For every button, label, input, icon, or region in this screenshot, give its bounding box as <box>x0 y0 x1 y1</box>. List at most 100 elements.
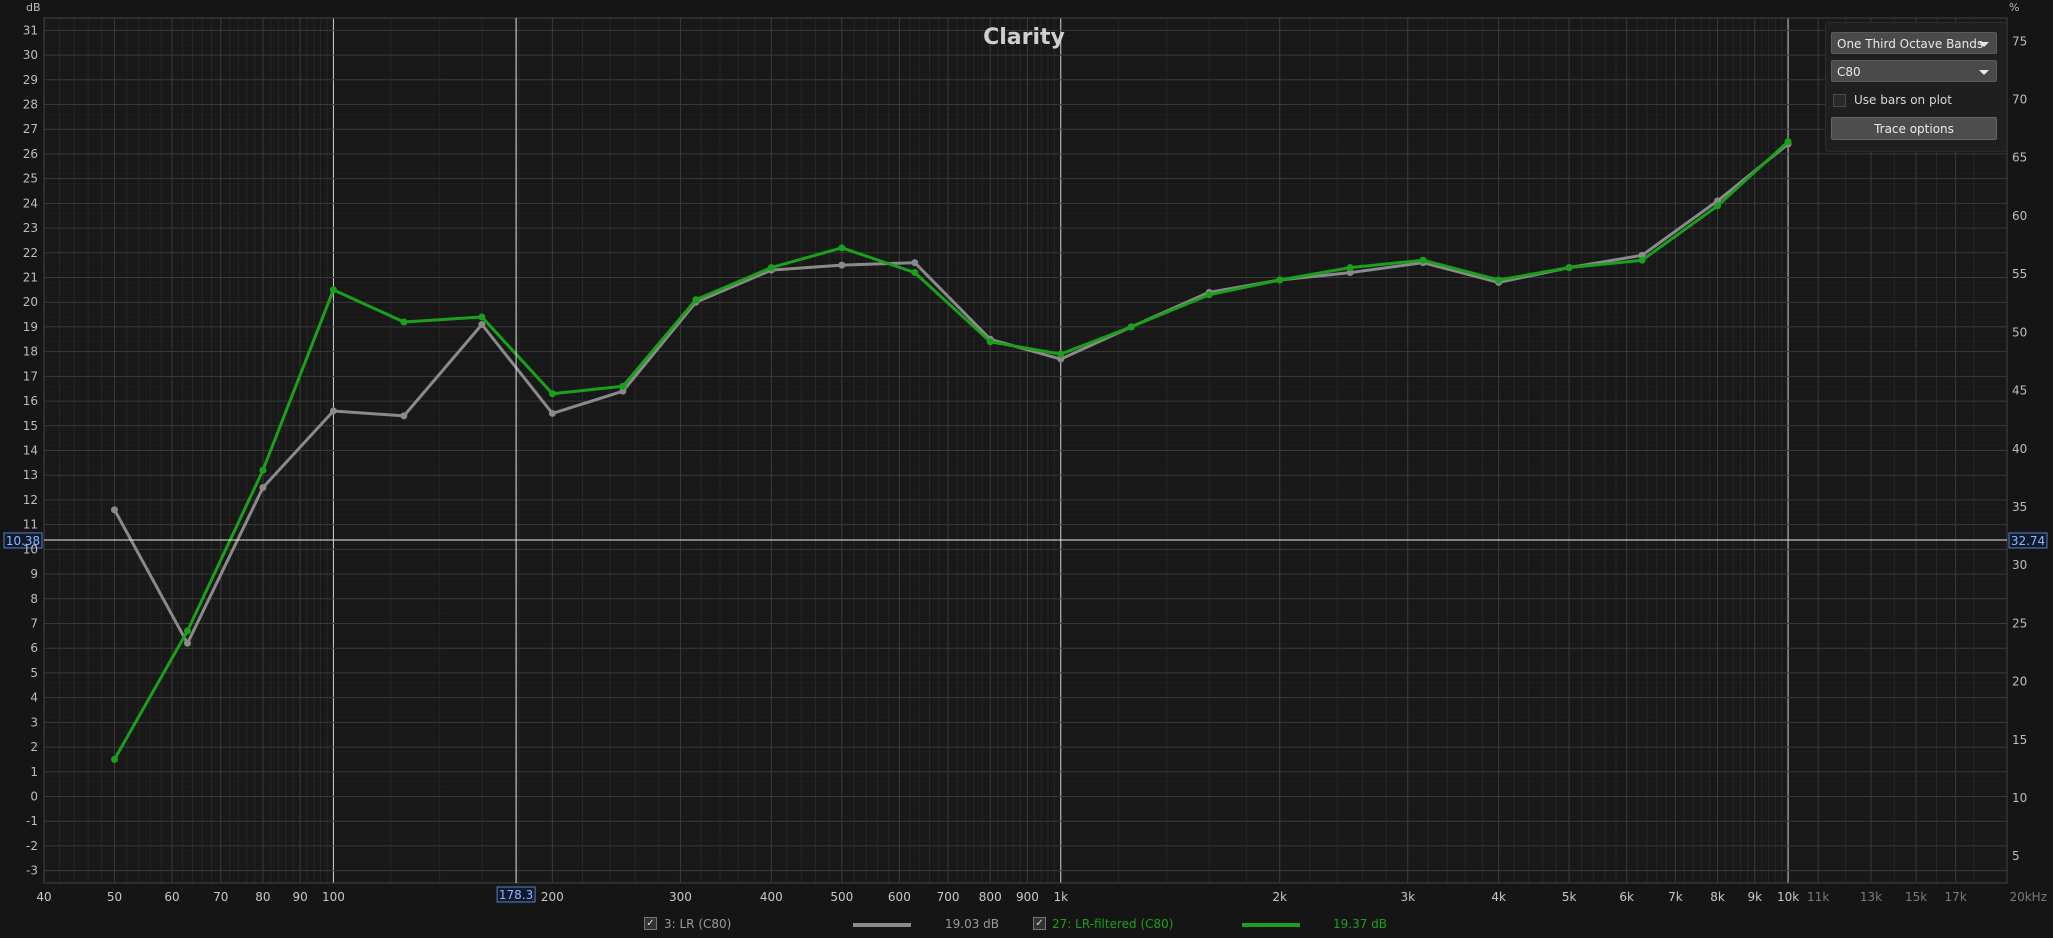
x-tick-label: 8k <box>1710 890 1725 904</box>
y2-tick-label: 25 <box>2012 616 2027 630</box>
series-line-lr <box>113 142 1790 645</box>
x-tick-label: 6k <box>1619 890 1634 904</box>
cursor-y-readout: 10.38 <box>6 534 40 548</box>
y-tick-label: 25 <box>23 172 38 186</box>
y2-tick-label: 45 <box>2012 384 2027 398</box>
use-bars-label: Use bars on plot <box>1854 93 1952 107</box>
x-tick-label: 9k <box>1747 890 1762 904</box>
y2-tick-label: 55 <box>2012 267 2027 281</box>
data-point-lr-filtered <box>1565 264 1573 272</box>
chart-title: Clarity <box>983 25 1065 50</box>
use-bars-checkbox[interactable] <box>1833 94 1846 107</box>
y-tick-label: 27 <box>23 122 38 136</box>
legend-checkbox-lr-filtered[interactable]: ✓ <box>1033 917 1046 930</box>
y-tick-label: 15 <box>23 419 38 433</box>
data-point-lr-filtered <box>1419 256 1427 264</box>
y-tick-label: 4 <box>30 691 38 705</box>
band-select[interactable]: One Third Octave Bands <box>1831 32 1997 54</box>
legend-label-lr-filtered: 27: LR-filtered (C80) <box>1052 917 1174 931</box>
data-point-lr <box>400 412 408 420</box>
y-tick-label: -1 <box>26 814 38 828</box>
x-tick-label: 70 <box>213 890 228 904</box>
data-point-lr-filtered <box>838 244 846 252</box>
data-point-lr-filtered <box>1714 202 1722 210</box>
legend-swatch-lr <box>853 923 911 927</box>
y-tick-label: 2 <box>30 740 38 754</box>
y-tick-label: 22 <box>23 246 38 260</box>
legend-swatch-lr-filtered <box>1242 923 1300 927</box>
y2-tick-label: 35 <box>2012 500 2027 514</box>
data-point-lr-filtered <box>478 313 486 321</box>
data-point-lr <box>619 387 627 395</box>
x-tick-label: 1k <box>1053 890 1068 904</box>
data-point-lr-filtered <box>619 382 627 390</box>
legend-value-lr-filtered: 19.37 dB <box>1333 917 1388 931</box>
y-tick-label: 30 <box>23 48 38 62</box>
y-tick-label: 19 <box>23 320 38 334</box>
x-tick-label: 600 <box>888 890 911 904</box>
data-point-lr-filtered <box>259 466 267 474</box>
x-tick-label: 5k <box>1562 890 1577 904</box>
y2-tick-label: 65 <box>2012 151 2027 165</box>
legend-checkbox-lr[interactable]: ✓ <box>644 917 657 930</box>
y2-tick-label: 60 <box>2012 209 2027 223</box>
data-point-lr <box>183 639 191 647</box>
x-tick-label: 4k <box>1491 890 1506 904</box>
y-tick-label: 18 <box>23 345 38 359</box>
x-tick-label: 13k <box>1860 890 1882 904</box>
data-point-lr <box>911 259 919 267</box>
data-point-lr <box>1346 269 1354 277</box>
data-point-lr-filtered <box>548 390 556 398</box>
metric-select[interactable]: C80 <box>1831 60 1997 82</box>
trace-options-button[interactable]: Trace options <box>1831 117 1997 140</box>
x-tick-label: 300 <box>669 890 692 904</box>
y2-tick-label: 70 <box>2012 92 2027 106</box>
chevron-down-icon <box>1979 70 1989 75</box>
y-tick-label: 31 <box>23 23 38 37</box>
legend-label-lr: 3: LR (C80) <box>664 917 732 931</box>
data-point-lr-filtered <box>110 755 118 763</box>
y-tick-label: -3 <box>26 864 38 878</box>
y-tick-label: 9 <box>30 567 38 581</box>
x-tick-label: 400 <box>760 890 783 904</box>
data-point-lr <box>1057 355 1065 363</box>
y2-tick-label: 5 <box>2012 849 2020 863</box>
data-point-lr-filtered <box>1346 264 1354 272</box>
y2-tick-label: 40 <box>2012 442 2027 456</box>
y2-tick-label: 20 <box>2012 675 2027 689</box>
x-tick-label: 200 <box>541 890 564 904</box>
chevron-down-icon <box>1979 42 1989 47</box>
x-tick-label: 60 <box>164 890 179 904</box>
cursor-y-readout-box <box>3 532 43 549</box>
x-tick-label: 2k <box>1272 890 1287 904</box>
y-tick-label: 11 <box>23 518 38 532</box>
cursor-x-readout-box <box>496 886 536 903</box>
x-tick-label: 500 <box>830 890 853 904</box>
y-tick-label: 10 <box>23 542 38 556</box>
x-tick-label: 50 <box>107 890 122 904</box>
data-point-lr-filtered <box>329 286 337 294</box>
data-point-lr <box>838 261 846 269</box>
use-bars-row[interactable]: Use bars on plot <box>1831 91 1952 109</box>
y2-tick-label: 75 <box>2012 34 2027 48</box>
y-tick-label: 1 <box>30 765 38 779</box>
y-tick-label: 16 <box>23 394 38 408</box>
series-line-lr-filtered <box>113 140 1790 761</box>
band-select-value: One Third Octave Bands <box>1837 37 1984 51</box>
x-tick-label: 20kHz <box>2009 890 2047 904</box>
y-tick-label: 28 <box>23 98 38 112</box>
y-unit-label: dB <box>26 1 41 14</box>
cursor-right-readout: 32.74 <box>2011 534 2045 548</box>
data-point-lr <box>1638 251 1646 259</box>
data-point-lr-filtered <box>911 269 919 277</box>
x-tick-label: 800 <box>979 890 1002 904</box>
y2-tick-label: 15 <box>2012 733 2027 747</box>
y-tick-label: 24 <box>23 196 38 210</box>
y2-tick-label: 30 <box>2012 558 2027 572</box>
y-tick-label: 3 <box>30 715 38 729</box>
data-point-lr-filtered <box>1784 138 1792 146</box>
x-tick-label: 700 <box>937 890 960 904</box>
y-tick-label: 0 <box>30 790 38 804</box>
y-tick-label: 5 <box>30 666 38 680</box>
